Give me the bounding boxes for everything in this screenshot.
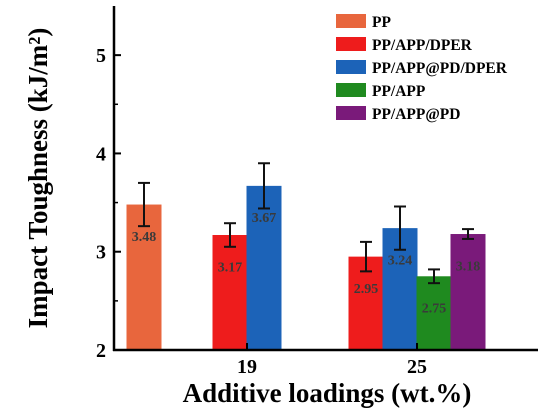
y-tick-label-2: 4 [96, 143, 106, 165]
legend-swatch-2 [336, 60, 366, 74]
x-tick-label-1: 25 [407, 356, 427, 378]
legend-swatch-1 [336, 37, 366, 51]
bar-2-0 [246, 185, 282, 350]
data-label-0-0: 3.48 [132, 230, 157, 245]
legend-swatch-4 [336, 106, 366, 120]
legend-swatch-3 [336, 83, 366, 97]
bar-0-0 [126, 204, 162, 350]
data-label-1-0: 3.17 [218, 260, 243, 275]
legend-label-1: PP/APP/DPER [372, 37, 473, 54]
legend-label-4: PP/APP@PD [372, 106, 460, 123]
y-tick-label-0: 2 [96, 340, 106, 362]
x-axis-title: Additive loadings (wt.%) [183, 378, 472, 408]
data-label-2-1: 3.24 [388, 253, 413, 268]
bar-4-0 [450, 234, 486, 350]
data-label-2-0: 3.67 [252, 211, 277, 226]
legend-label-0: PP [372, 14, 391, 31]
legend-label-3: PP/APP [372, 83, 426, 100]
bar-1-0 [212, 235, 248, 350]
y-tick-label-3: 5 [96, 45, 106, 67]
y-tick-label-1: 3 [96, 242, 106, 264]
bar-3-0 [416, 276, 452, 350]
data-label-4-0: 3.18 [456, 259, 481, 274]
data-label-3-0: 2.75 [422, 302, 447, 317]
legend-label-2: PP/APP@PD/DPER [372, 60, 508, 77]
data-label-1-1: 2.95 [354, 282, 379, 297]
legend-swatch-0 [336, 14, 366, 28]
x-tick-label-0: 19 [237, 356, 257, 378]
y-axis-title: Impact Toughness (kJ/m²) [23, 28, 53, 329]
